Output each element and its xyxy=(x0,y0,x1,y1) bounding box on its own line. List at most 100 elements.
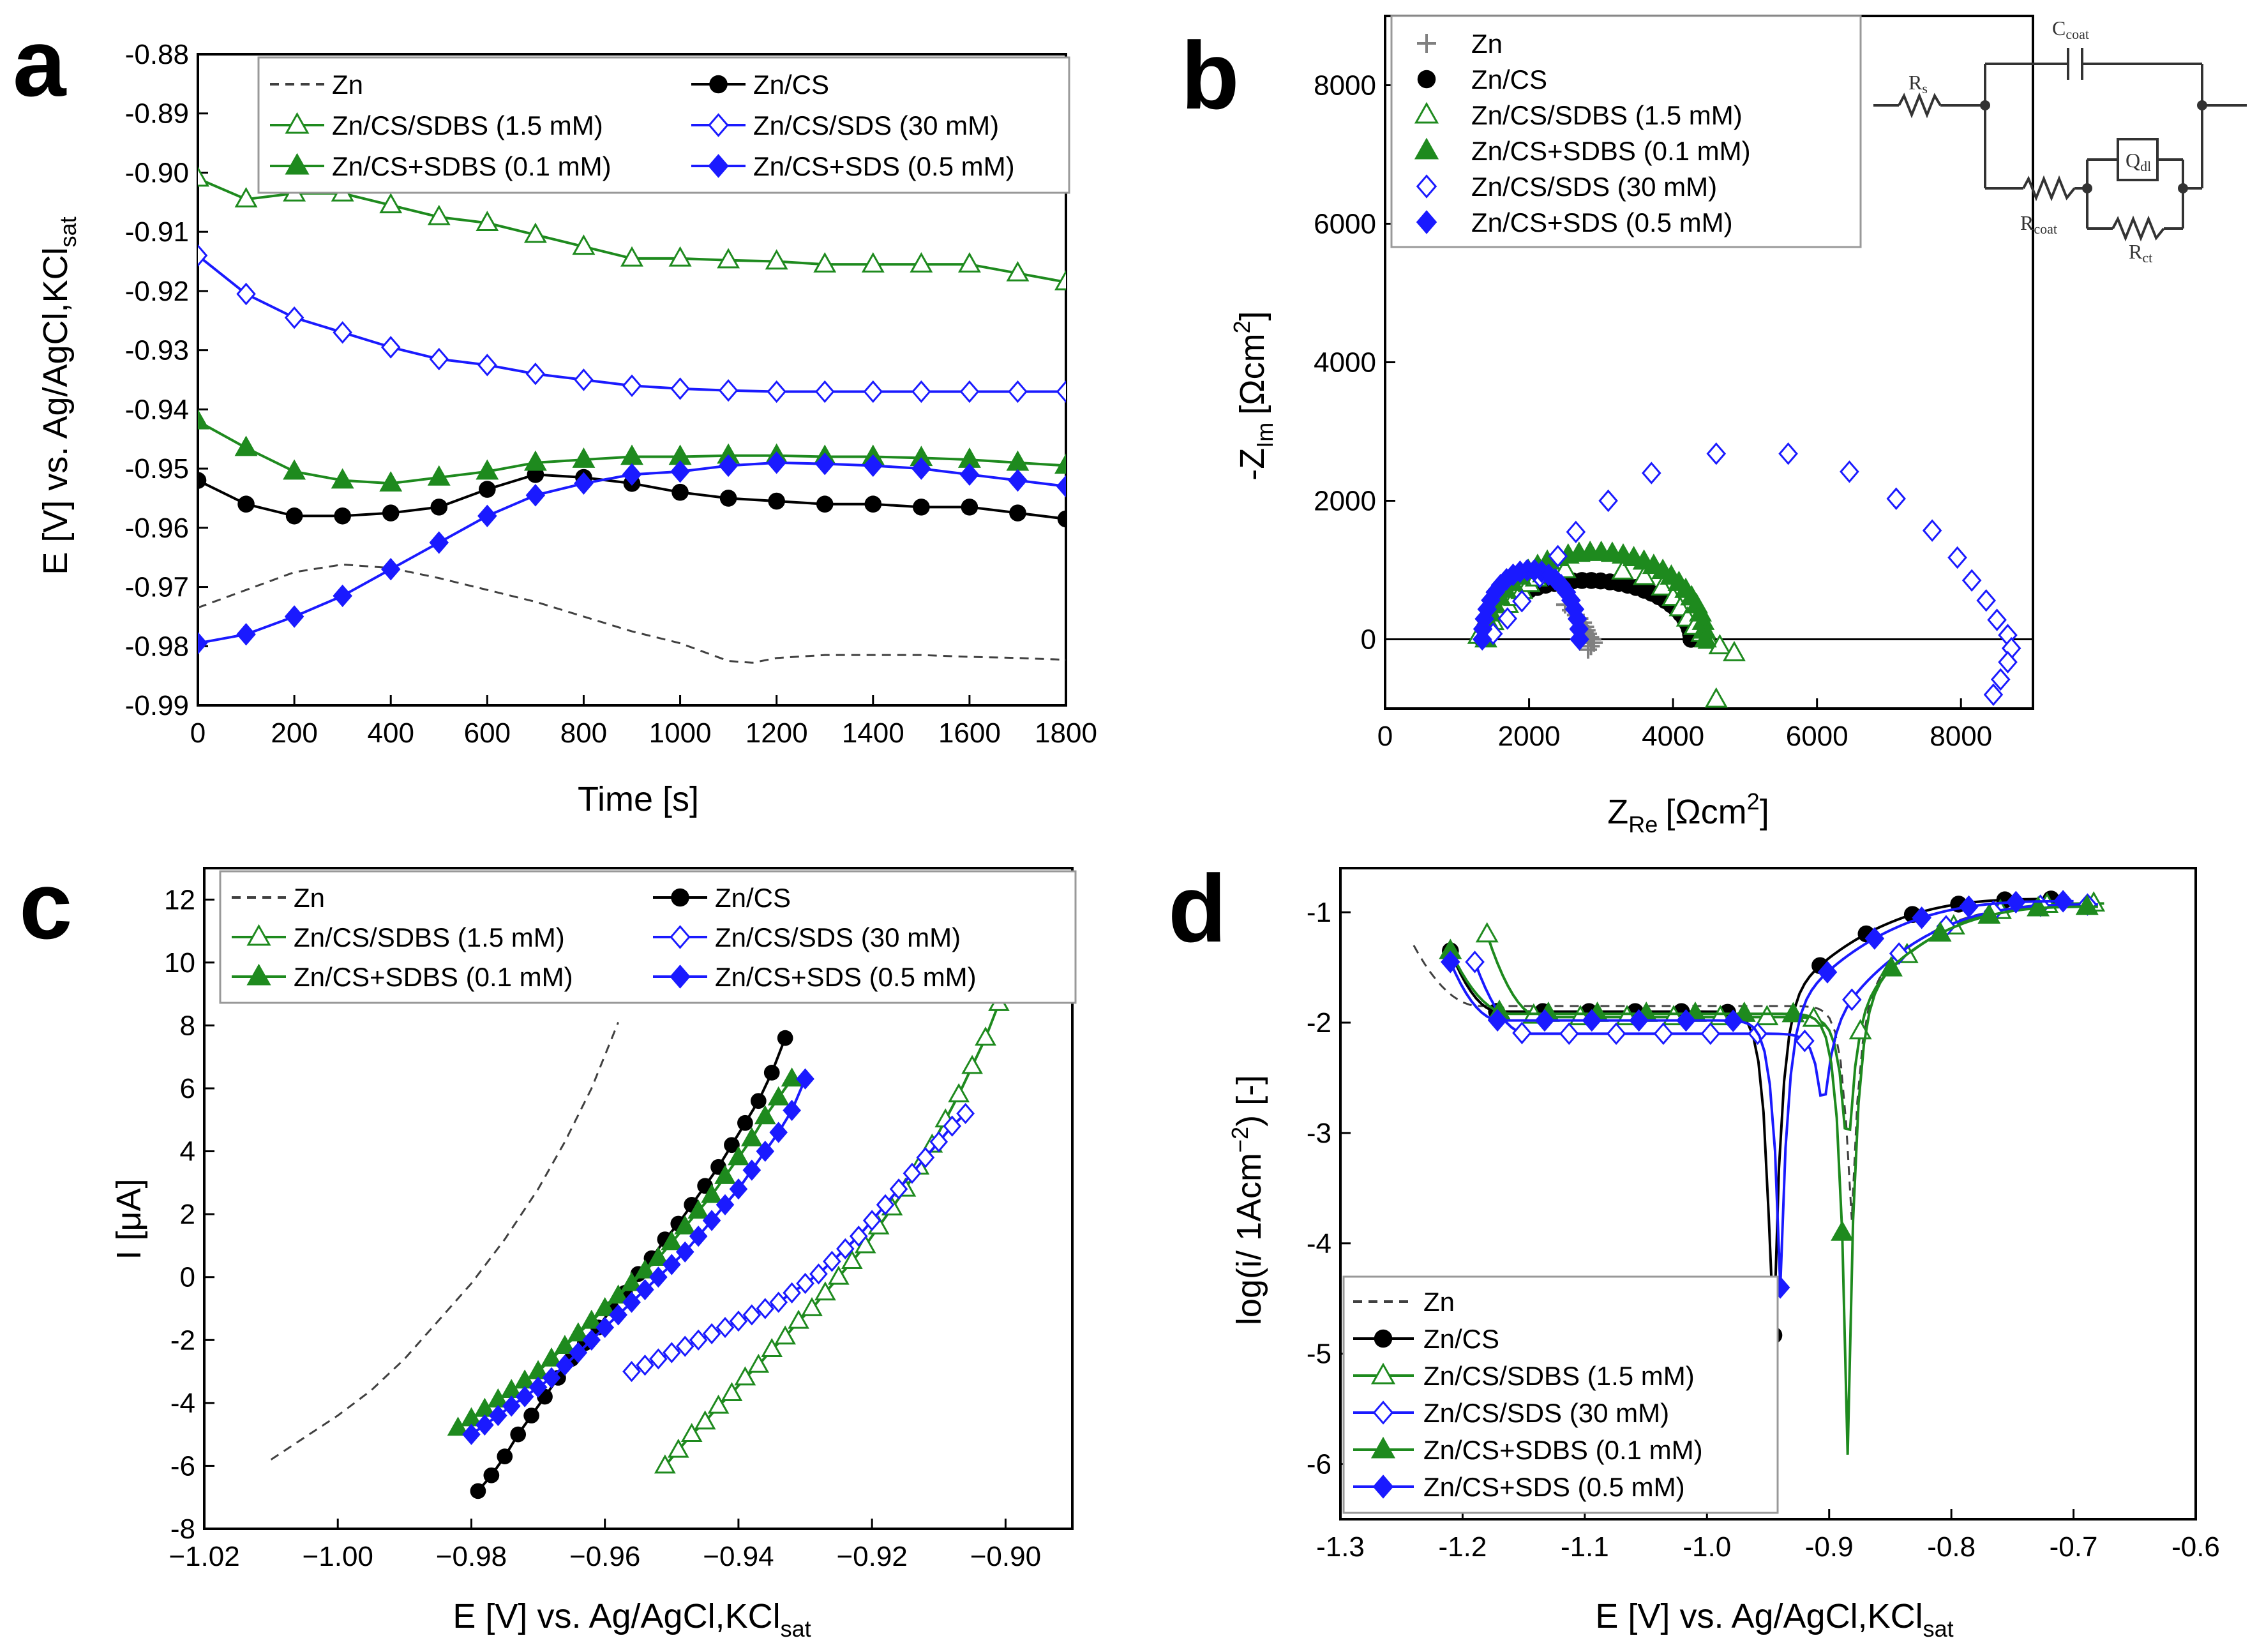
x-tick-label: 200 xyxy=(271,717,317,749)
x-tick-label: -1.3 xyxy=(1316,1531,1365,1563)
data-point-zn-cs-sds-30-mm xyxy=(236,282,256,306)
data-point-zn xyxy=(1582,637,1600,656)
data-point-zn-cs-sdbs-0-1-mm xyxy=(283,459,306,480)
data-point-zn-cs-sdbs-1-5-mm xyxy=(427,204,451,225)
legend-label-zn-cs-sdbs-0-1-mm: Zn/CS+SDBS (0.1 mM) xyxy=(294,962,573,992)
data-point-zn-cs-sdbs-0-1-mm xyxy=(1928,921,1952,942)
y-tick-label: -6 xyxy=(170,1450,195,1482)
data-point-zn-cs-sds-30-mm xyxy=(929,1131,949,1153)
data-point-zn-cs xyxy=(497,1448,513,1464)
data-point-zn-cs-sdbs-1-5-mm xyxy=(379,193,403,214)
data-point-zn-cs-sds-0-5-mm xyxy=(1441,950,1460,973)
y-tick-label: 2 xyxy=(180,1199,195,1230)
legend-label-zn-cs-sdbs-1-5-mm: Zn/CS/SDBS (1.5 mM) xyxy=(1471,100,1743,130)
x-tick-label: -1.1 xyxy=(1561,1531,1609,1563)
plot-frame xyxy=(197,53,1067,707)
y-tick-label: -0.94 xyxy=(125,394,189,425)
series-line-zn-cs-sds-30-mm xyxy=(631,1112,966,1373)
y-tick-label: -0.98 xyxy=(125,631,189,662)
data-point-zn-cs-sdbs-1-5-mm xyxy=(861,252,885,273)
data-point-zn-cs-sdbs-0-1-mm xyxy=(331,468,354,489)
legend-label-zn: Zn xyxy=(332,70,363,100)
legend-label-zn-cs-sdbs-1-5-mm: Zn/CS/SDBS (1.5 mM) xyxy=(1423,1361,1695,1391)
data-point-zn-cs-sds-30-mm xyxy=(916,1146,935,1169)
x-tick-label: −0.98 xyxy=(436,1541,507,1572)
data-point-zn-cs-sdbs-0-1-mm xyxy=(607,1284,629,1304)
data-point-zn-cs-sds-0-5-mm xyxy=(796,1068,814,1090)
data-point-zn-cs-sdbs-1-5-mm xyxy=(774,1325,797,1345)
data-point-zn-cs-sds-30-mm xyxy=(767,380,786,403)
legend-marker-zn-cs xyxy=(1374,1329,1393,1348)
panel-d-xlabel: E [V] vs. Ag/AgCl,KClsat xyxy=(1595,1597,1953,1642)
x-tick-label: -0.6 xyxy=(2171,1531,2220,1563)
circuit-label-qdl-main: Q xyxy=(2126,149,2140,172)
panel-c-ylabel-end: A] xyxy=(110,1178,148,1211)
data-point-zn-cs-sds-30-mm xyxy=(622,1360,641,1383)
x-tick-label: 400 xyxy=(368,717,414,749)
data-point-zn-cs xyxy=(750,1093,767,1109)
data-point-zn-cs-sds-0-5-mm xyxy=(2006,890,2026,913)
legend-marker-zn-cs-sds-30-mm xyxy=(1416,174,1437,199)
panel-c-legend: Zn Zn/CS Zn/CS/SDBS (1.5 mM) Zn/CS/SDS (30 … xyxy=(219,870,1077,1004)
data-point-zn-cs-sdbs-1-5-mm xyxy=(717,248,740,269)
panel-a-ylabel-main: E [V] vs. Ag/AgCl,KCl xyxy=(36,247,75,574)
data-point-zn-cs xyxy=(479,481,496,498)
data-point-zn-cs-sdbs-0-1-mm xyxy=(634,1259,656,1279)
data-point-zn-cs-sds-0-5-mm xyxy=(814,452,835,476)
data-point-zn-cs-sds-30-mm xyxy=(718,379,739,402)
data-point-zn-cs-sds-0-5-mm xyxy=(767,451,786,474)
x-tick-label: 0 xyxy=(1377,721,1393,752)
circuit-label-rcoat-sub: coat xyxy=(2034,221,2057,237)
panel-b: b 0 2000 4000 6000 8000 0 2000 4000 6000 8000 ZRe… xyxy=(1181,15,2247,837)
data-point-zn-cs-sdbs-1-5-mm xyxy=(961,1055,983,1074)
data-point-zn-cs-sds-0-5-mm xyxy=(1487,1009,1508,1032)
circuit-label-ccoat-sub: coat xyxy=(2066,26,2089,42)
legend-box xyxy=(257,56,1070,194)
series-line-zn-cs-sdbs-1-5-mm xyxy=(664,1003,1000,1467)
data-point-zn-cs-sds-0-5-mm xyxy=(380,558,401,581)
x-tick-label: 6000 xyxy=(1786,721,1848,752)
data-point-zn-cs xyxy=(763,1065,780,1081)
legend-marker-zn-cs-sdbs-1-5-mm xyxy=(1414,101,1439,124)
plot-area xyxy=(270,991,1010,1499)
data-point-zn-cs-sdbs-1-5-mm xyxy=(1475,922,1499,943)
plot-area xyxy=(198,166,1066,664)
data-point-zn-cs-sdbs-1-5-mm xyxy=(1006,260,1030,282)
data-point-zn-cs-sds-30-mm xyxy=(1778,442,1798,465)
data-point-zn-cs xyxy=(334,507,351,525)
y-tick-label: -4 xyxy=(170,1388,195,1419)
data-point-zn-cs-sdbs-1-5-mm xyxy=(747,1353,770,1373)
legend-label-zn-cs-sdbs-0-1-mm: Zn/CS+SDBS (0.1 mM) xyxy=(1423,1435,1703,1465)
legend-box xyxy=(1342,1275,1779,1514)
circuit-label-rct-main: R xyxy=(2129,240,2143,263)
panel-c-xlabel-main: E [V] vs. Ag/AgCl,KCl xyxy=(453,1597,780,1635)
y-tick-label: -0.99 xyxy=(125,690,189,721)
data-point-zn-cs-sds-0-5-mm xyxy=(462,1423,481,1445)
data-point-zn-cs xyxy=(671,483,689,501)
data-point-zn-cs-sds-30-mm xyxy=(1497,607,1518,630)
data-point-zn-cs-sds-0-5-mm xyxy=(596,1316,615,1339)
data-point-zn-cs-sdbs-0-1-mm xyxy=(2075,894,2099,915)
data-point-zn-cs-sds-30-mm xyxy=(429,347,449,371)
data-point-zn-cs-sds-30-mm xyxy=(622,374,642,397)
y-tick-label: 6 xyxy=(180,1073,195,1104)
data-point-zn-cs-sdbs-1-5-mm xyxy=(694,1410,716,1430)
legend-marker-zn-cs-sds-0-5-mm xyxy=(1372,1475,1394,1499)
data-point-zn-cs-sdbs-1-5-mm xyxy=(1704,687,1728,708)
data-point-zn-cs-sds-0-5-mm xyxy=(284,605,304,628)
data-point-zn-cs-sds-30-mm xyxy=(662,1342,681,1363)
data-point-zn-cs-sds-0-5-mm xyxy=(2053,890,2073,913)
y-tick-label: -0.95 xyxy=(125,453,189,484)
data-point-zn-cs-sds-30-mm xyxy=(1886,487,1907,510)
data-point-zn-cs xyxy=(285,507,303,525)
data-point-zn-cs-sds-0-5-mm xyxy=(622,1291,641,1313)
data-point-zn-cs-sdbs-1-5-mm xyxy=(572,234,596,255)
data-point-zn-cs-sdbs-0-1-mm xyxy=(541,1347,562,1367)
data-point-zn-cs-sds-30-mm xyxy=(1961,569,1982,592)
legend-marker-zn xyxy=(1417,34,1436,53)
x-tick-label: 1000 xyxy=(649,717,712,749)
x-tick-label: 800 xyxy=(560,717,607,749)
data-point-zn-cs-sdbs-0-1-mm xyxy=(1054,453,1066,474)
panel-b-xlabel-end: ] xyxy=(1760,793,1769,831)
data-point-zn-cs-sds-0-5-mm xyxy=(1582,1009,1602,1032)
